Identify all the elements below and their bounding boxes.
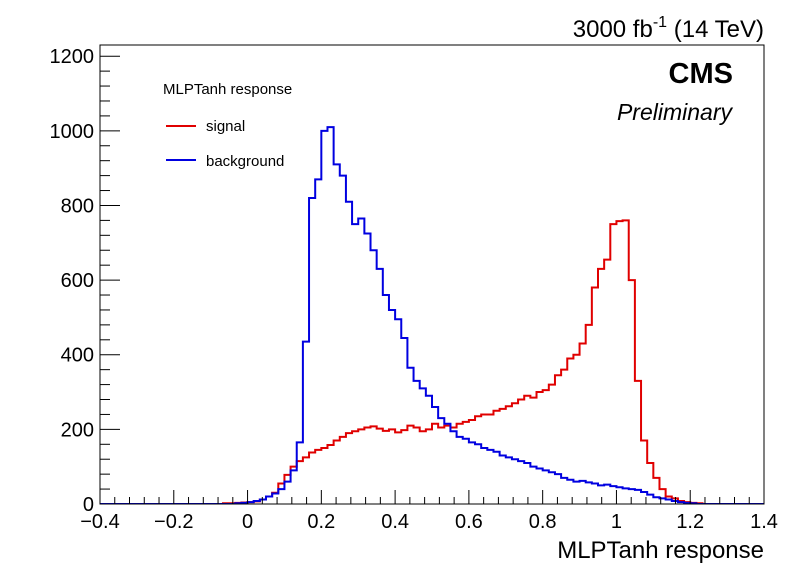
x-tick-label: 0.6 [455, 511, 483, 533]
x-tick-label: 0.8 [529, 511, 557, 533]
y-tick-label: 1200 [50, 46, 95, 68]
series-line-background [100, 126, 764, 504]
x-tick-label: 0.2 [307, 511, 335, 533]
x-tick-label: −0.4 [80, 511, 119, 533]
y-tick-label: 1000 [50, 121, 95, 143]
legend-title: MLPTanh response [163, 81, 292, 98]
luminosity-exponent: -1 [653, 14, 667, 31]
cms-label: CMS [669, 58, 733, 90]
legend-label-signal: signal [206, 118, 245, 135]
x-axis-ticks: −0.4 −0.2 0 0.2 0.4 0.6 0.8 1 1.2 1.4 [80, 490, 778, 533]
series-curves [100, 126, 764, 504]
preliminary-label: Preliminary [617, 99, 734, 125]
y-tick-label: 800 [61, 195, 94, 217]
y-tick-label: 0 [83, 494, 94, 516]
legend-label-background: background [206, 153, 284, 170]
x-axis-title: MLPTanh response [557, 537, 764, 564]
x-tick-label: 1.2 [676, 511, 704, 533]
x-tick-label: −0.2 [154, 511, 193, 533]
y-axis-ticks: 0 200 400 600 800 1000 1200 [50, 46, 120, 516]
y-tick-label: 200 [61, 419, 94, 441]
y-tick-label: 400 [61, 345, 94, 367]
energy-label: (14 TeV) [667, 16, 764, 43]
luminosity-label: 3000 fb-1 (14 TeV) [573, 14, 764, 43]
luminosity-base: 3000 fb [573, 16, 653, 43]
x-tick-label: 1.4 [750, 511, 778, 533]
plot-frame [99, 44, 765, 505]
x-tick-label: 1 [611, 511, 622, 533]
x-tick-label: 0 [242, 511, 253, 533]
x-tick-label: 0.4 [381, 511, 409, 533]
legend: MLPTanh response signal background [163, 81, 292, 170]
y-tick-label: 600 [61, 270, 94, 292]
